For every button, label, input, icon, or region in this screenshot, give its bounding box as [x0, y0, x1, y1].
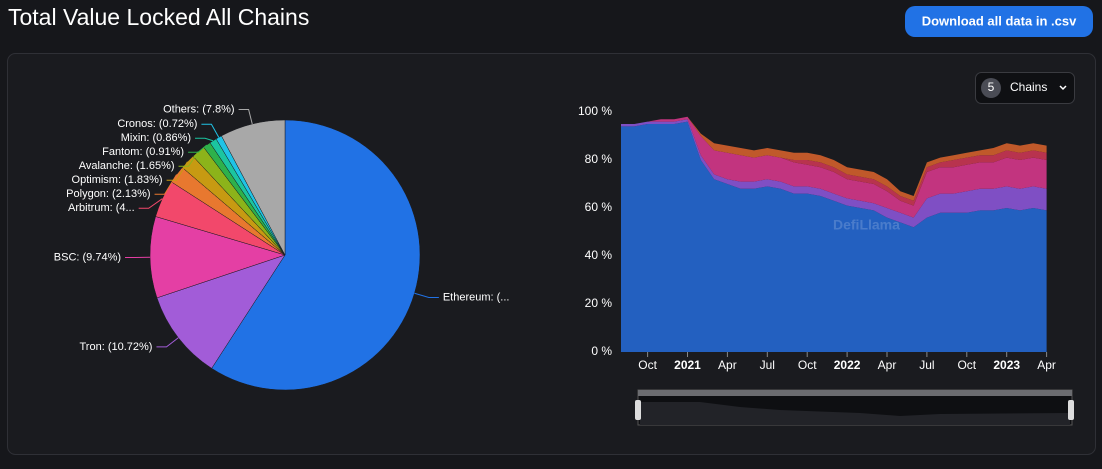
x-tick-label: Apr [718, 358, 737, 372]
brush-handle-bar[interactable] [638, 390, 1072, 396]
x-tick-label: 2022 [834, 358, 861, 372]
pie-label: Arbitrum: (4... [68, 202, 135, 214]
x-tick-label: Oct [957, 358, 976, 372]
pie-label: BSC: (9.74%) [54, 251, 121, 263]
x-tick-label: Jul [760, 358, 775, 372]
pie-label: Ethereum: (... [443, 291, 510, 303]
page-title: Total Value Locked All Chains [8, 4, 309, 30]
y-tick-label: 40 % [585, 248, 613, 262]
watermark: DefiLlama [833, 217, 900, 233]
pie-label: Others: (7.8%) [163, 103, 235, 115]
x-tick-label: Apr [878, 358, 897, 372]
y-tick-label: 0 % [591, 344, 612, 358]
y-tick-label: 80 % [585, 152, 613, 166]
brush-handle-right[interactable] [1068, 400, 1074, 420]
pie-label: Cronos: (0.72%) [117, 118, 197, 130]
x-tick-label: Jul [919, 358, 934, 372]
pie-label: Polygon: (2.13%) [66, 188, 150, 200]
pie-label: Tron: (10.72%) [80, 341, 153, 353]
pie-label: Optimism: (1.83%) [72, 174, 163, 186]
pie-label: Mixin: (0.86%) [121, 132, 191, 144]
chain-count: 5 [988, 80, 995, 94]
pie-label: Avalanche: (1.65%) [79, 160, 175, 172]
x-tick-label: Oct [798, 358, 817, 372]
x-tick-label: Oct [638, 358, 657, 372]
x-tick-label: 2023 [993, 358, 1020, 372]
x-tick-label: 2021 [674, 358, 701, 372]
pie-label: Fantom: (0.91%) [102, 146, 184, 158]
x-tick-label: Apr [1037, 358, 1056, 372]
brush-handle-left[interactable] [635, 400, 641, 420]
y-tick-label: 20 % [585, 296, 613, 310]
y-tick-label: 60 % [585, 200, 613, 214]
chain-selector-label: Chains [1010, 80, 1047, 94]
download-button-label: Download all data in .csv [922, 13, 1077, 28]
y-tick-label: 100 % [578, 104, 612, 118]
